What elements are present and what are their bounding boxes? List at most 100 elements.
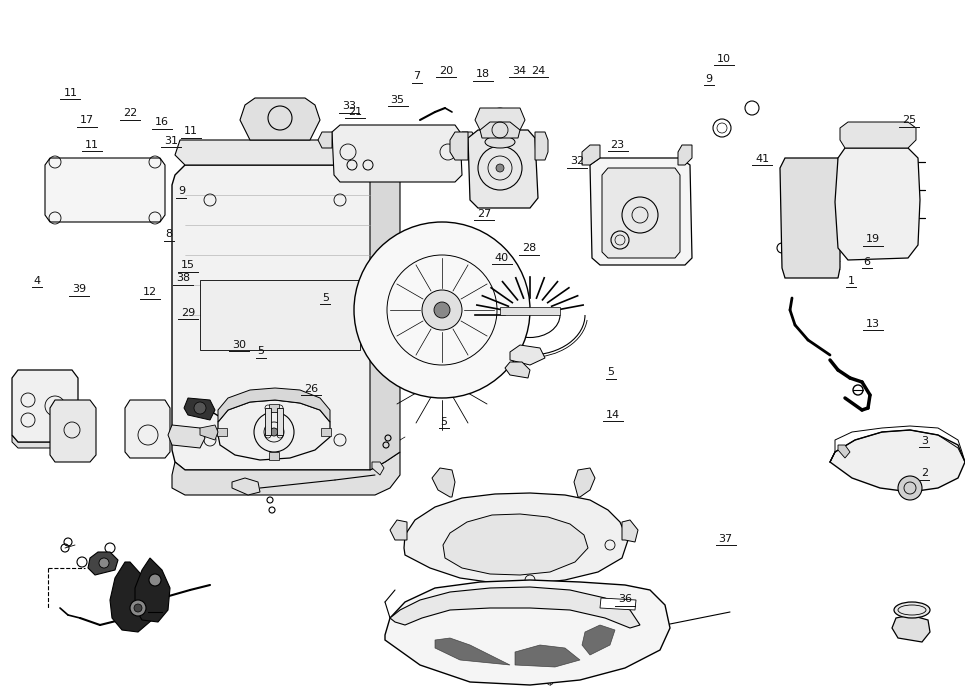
Polygon shape	[12, 435, 78, 448]
Text: 5: 5	[257, 346, 264, 356]
Polygon shape	[318, 132, 332, 148]
Text: 37: 37	[719, 533, 732, 544]
Polygon shape	[600, 598, 636, 610]
Polygon shape	[12, 370, 78, 442]
Polygon shape	[574, 468, 595, 497]
Polygon shape	[480, 122, 520, 138]
Polygon shape	[277, 408, 283, 435]
Text: 8: 8	[165, 229, 173, 239]
Polygon shape	[218, 388, 330, 422]
Circle shape	[130, 600, 146, 616]
Polygon shape	[172, 452, 400, 495]
Text: 29: 29	[181, 308, 195, 318]
Polygon shape	[168, 425, 205, 448]
Polygon shape	[450, 132, 468, 160]
Polygon shape	[172, 165, 390, 470]
Polygon shape	[385, 272, 430, 352]
Polygon shape	[510, 345, 545, 365]
Polygon shape	[622, 520, 638, 542]
Circle shape	[194, 402, 206, 414]
Text: 7: 7	[413, 71, 421, 81]
Polygon shape	[390, 587, 640, 628]
Circle shape	[99, 558, 109, 568]
Text: 18: 18	[476, 69, 489, 79]
Circle shape	[149, 574, 161, 586]
Polygon shape	[232, 478, 260, 495]
Text: 4: 4	[33, 275, 41, 286]
Text: 30: 30	[233, 339, 246, 350]
Text: 12: 12	[143, 287, 156, 297]
Polygon shape	[505, 362, 530, 378]
Polygon shape	[390, 520, 407, 540]
Text: 40: 40	[495, 252, 509, 263]
Polygon shape	[838, 445, 850, 458]
Text: 11: 11	[184, 126, 198, 136]
Polygon shape	[200, 425, 218, 440]
Text: 10: 10	[717, 54, 731, 64]
Text: 38: 38	[177, 273, 190, 283]
Polygon shape	[404, 493, 628, 584]
Polygon shape	[835, 148, 920, 260]
Circle shape	[422, 290, 462, 330]
Text: 35: 35	[391, 94, 404, 105]
Text: 20: 20	[439, 65, 453, 76]
Text: 16: 16	[155, 117, 169, 127]
Polygon shape	[435, 638, 510, 665]
Text: 6: 6	[863, 257, 870, 267]
Text: 24: 24	[532, 65, 545, 76]
Polygon shape	[462, 132, 476, 148]
Text: 11: 11	[85, 140, 98, 150]
Polygon shape	[269, 452, 279, 460]
Text: 13: 13	[867, 319, 880, 329]
Polygon shape	[535, 132, 548, 160]
Text: 19: 19	[867, 234, 880, 244]
Text: 9: 9	[178, 186, 185, 196]
Polygon shape	[184, 398, 215, 420]
Polygon shape	[110, 562, 155, 632]
Circle shape	[496, 164, 504, 172]
Polygon shape	[892, 615, 930, 642]
Text: 26: 26	[304, 383, 317, 394]
Polygon shape	[269, 404, 279, 412]
Polygon shape	[830, 430, 965, 492]
Text: 9: 9	[705, 74, 713, 84]
Text: 34: 34	[512, 65, 526, 76]
Text: 15: 15	[181, 260, 195, 270]
Polygon shape	[432, 468, 455, 497]
Polygon shape	[500, 307, 560, 315]
Text: 2: 2	[921, 468, 928, 478]
Polygon shape	[45, 158, 165, 222]
Text: 33: 33	[343, 101, 356, 111]
Polygon shape	[125, 400, 170, 458]
Text: 21: 21	[348, 107, 362, 117]
Polygon shape	[443, 514, 588, 575]
Circle shape	[270, 428, 278, 436]
Polygon shape	[582, 625, 615, 655]
Text: 27: 27	[478, 208, 491, 219]
Text: 22: 22	[124, 108, 137, 118]
Polygon shape	[200, 280, 360, 350]
Ellipse shape	[485, 136, 515, 148]
Text: 5: 5	[321, 292, 329, 303]
Text: 1: 1	[847, 275, 855, 286]
Polygon shape	[582, 145, 600, 165]
Text: 17: 17	[80, 115, 94, 125]
Polygon shape	[475, 108, 525, 130]
Polygon shape	[50, 400, 96, 462]
Polygon shape	[135, 558, 170, 622]
Polygon shape	[332, 125, 462, 182]
Circle shape	[898, 476, 922, 500]
Polygon shape	[372, 462, 384, 475]
Polygon shape	[265, 408, 271, 435]
Text: 5: 5	[607, 367, 615, 377]
Polygon shape	[175, 140, 380, 165]
Text: 41: 41	[756, 153, 769, 164]
Polygon shape	[321, 428, 331, 436]
Polygon shape	[217, 428, 227, 436]
Text: 25: 25	[902, 115, 916, 125]
Text: 5: 5	[440, 416, 448, 427]
Polygon shape	[468, 130, 538, 208]
Text: 28: 28	[522, 243, 536, 253]
Text: 23: 23	[611, 140, 624, 150]
Polygon shape	[678, 145, 692, 165]
